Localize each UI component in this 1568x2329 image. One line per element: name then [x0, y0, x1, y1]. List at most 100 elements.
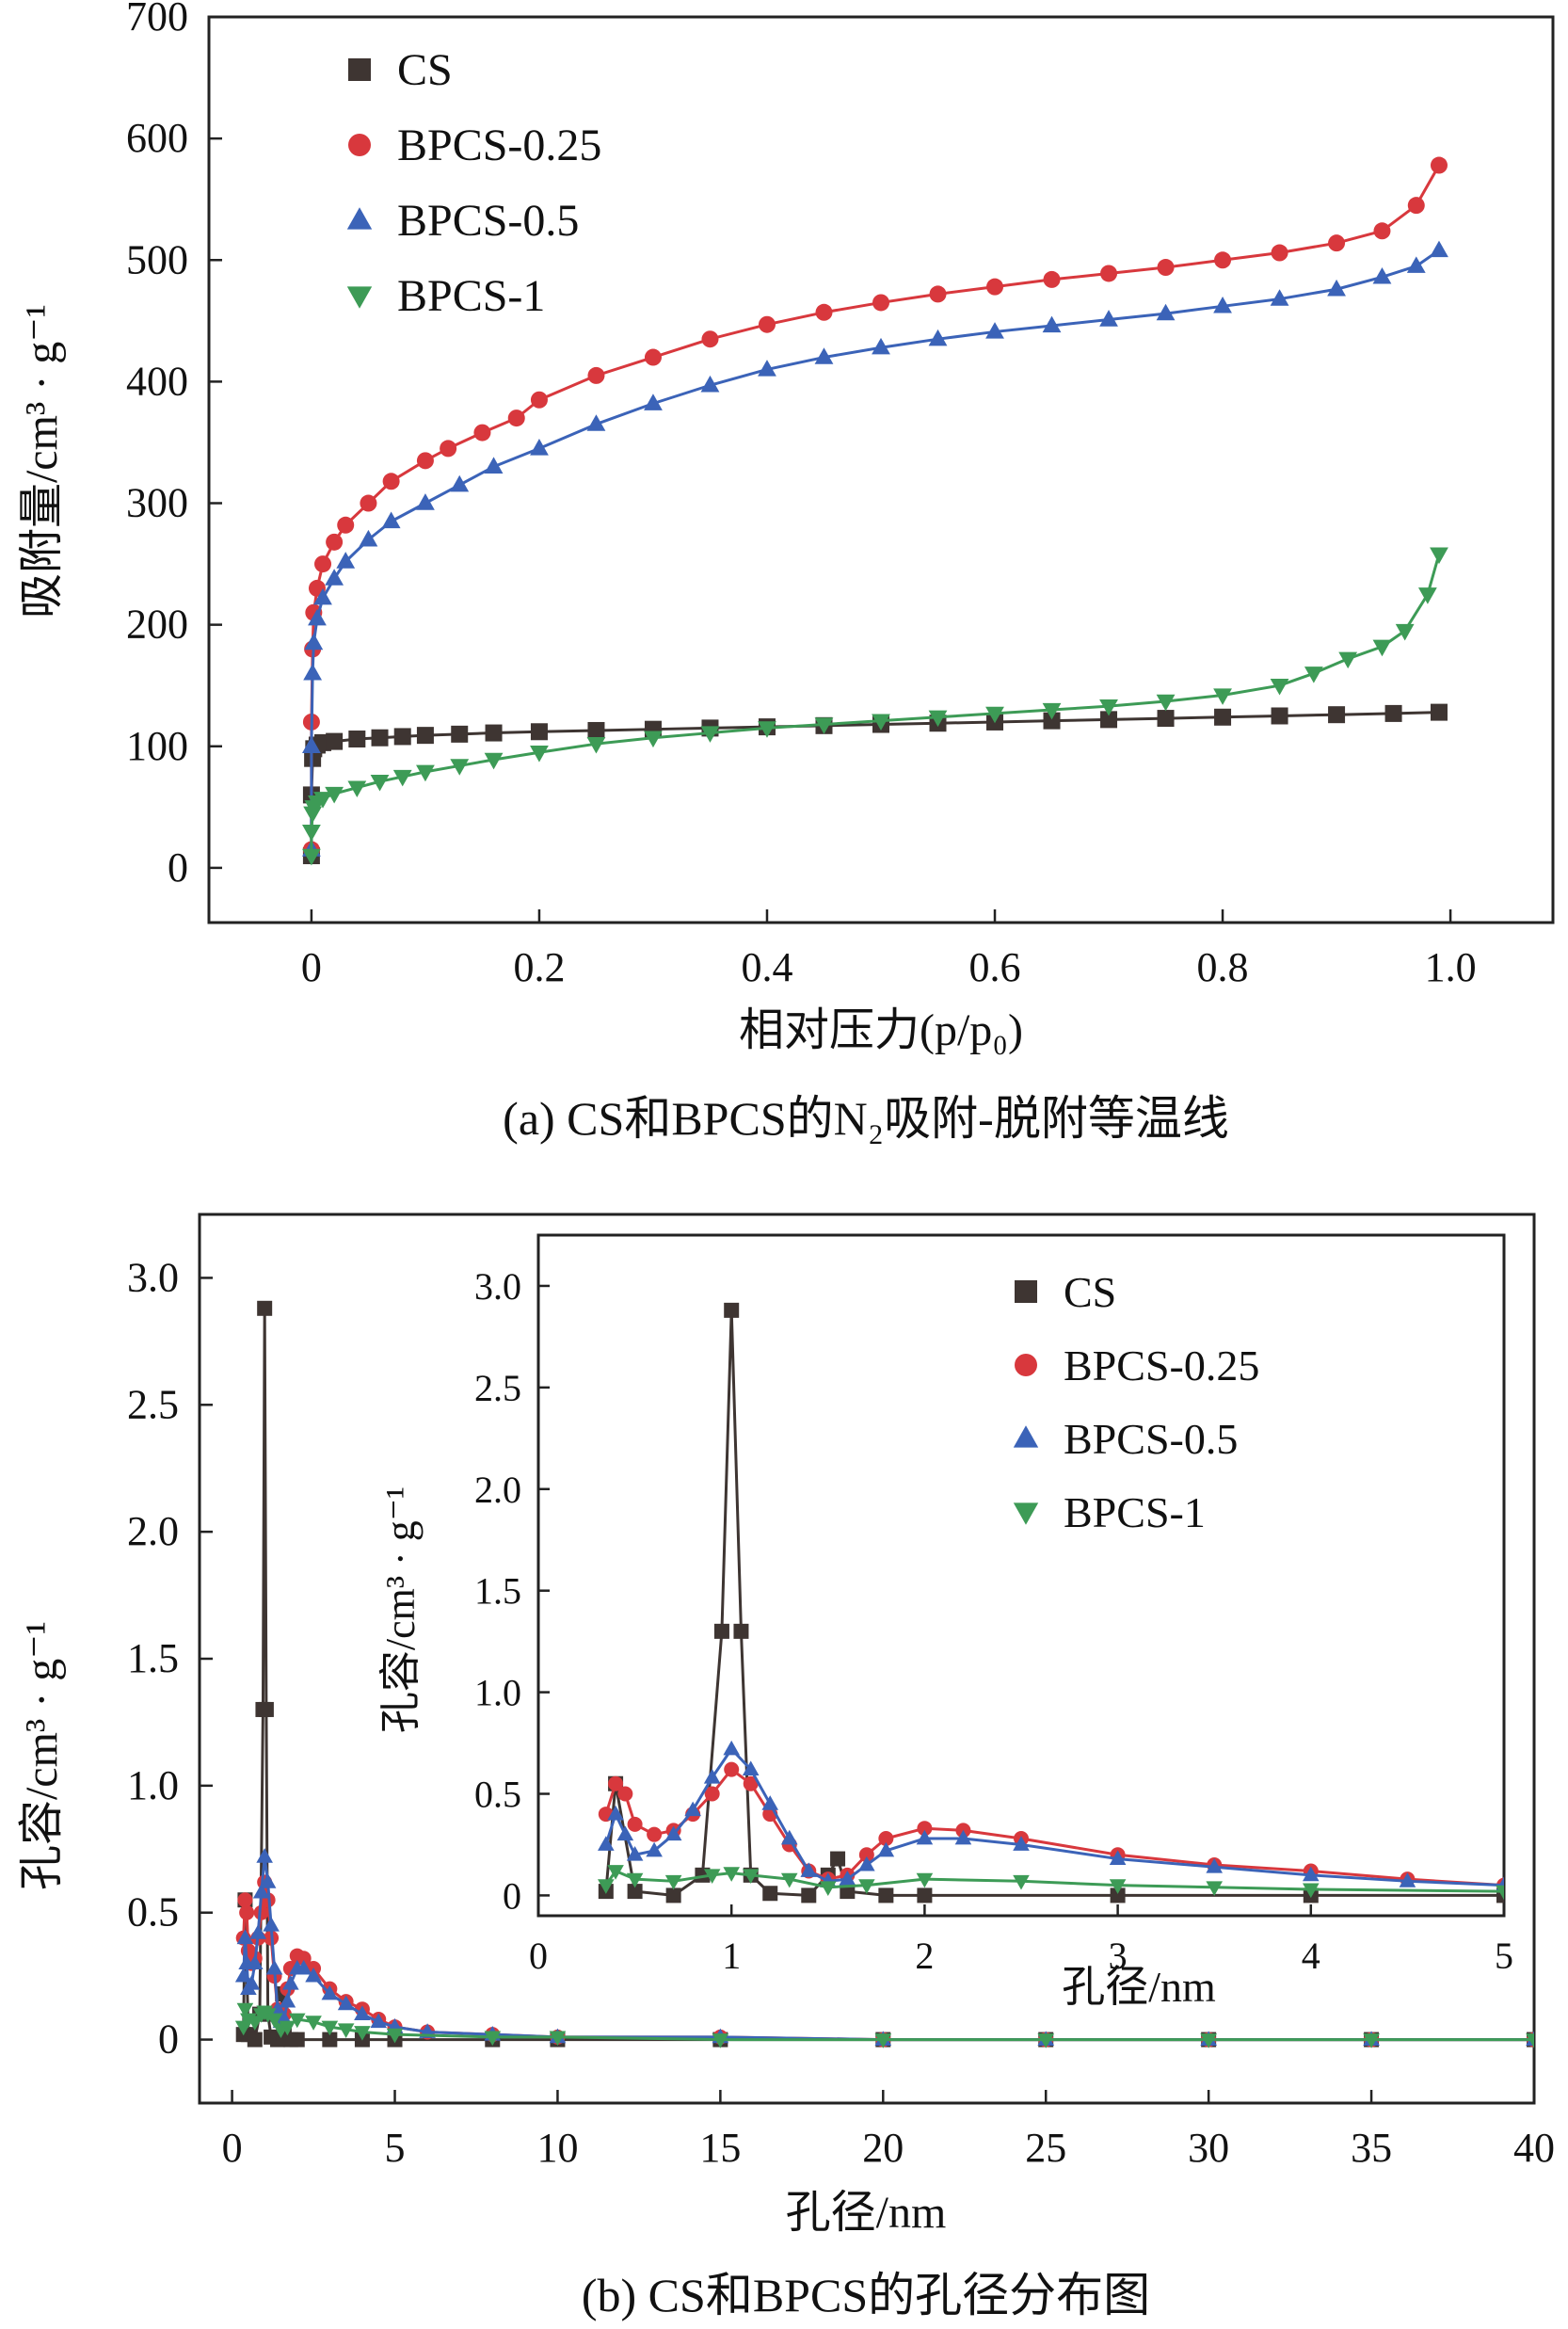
inset-x-tick-label: 3 — [1109, 1935, 1128, 1977]
isotherm-point-bpcs-1 — [392, 769, 412, 787]
isotherm-point-cs — [416, 727, 434, 745]
pore-point-bpcs-0-5 — [282, 1975, 299, 1990]
inset-legend-label-bpcs-0-5: BPCS-0.5 — [1064, 1415, 1238, 1463]
isotherm-point-cs — [485, 724, 503, 742]
inset-point-bpcs-1 — [1303, 1883, 1320, 1899]
isotherm-point-bpcs-0-25 — [1328, 234, 1346, 252]
inset-line-bpcs-1 — [604, 1870, 1504, 1893]
isotherm-point-cs — [1384, 704, 1402, 722]
pore-point-bpcs-0-5 — [295, 1959, 312, 1975]
isotherm-point-bpcs-0-5 — [1270, 289, 1289, 306]
isotherm-point-bpcs-0-5 — [1406, 256, 1426, 273]
isotherm-point-bpcs-0-25 — [701, 330, 719, 348]
isotherm-point-bpcs-0-25 — [314, 555, 332, 573]
pore-point-bpcs-0-5 — [259, 1873, 277, 1888]
pore-x-tick-label: 30 — [1188, 2125, 1229, 2171]
pore-point-bpcs-1 — [321, 2020, 339, 2036]
pore-y-tick-label: 2.0 — [127, 1508, 179, 1554]
inset-point-cs — [724, 1302, 740, 1318]
inset-point-bpcs-0-5 — [954, 1829, 972, 1845]
pore-xlabel: 孔径/nm — [786, 2188, 947, 2238]
isotherm-point-bpcs-1 — [416, 764, 435, 782]
isotherm-point-bpcs-0-25 — [1271, 244, 1288, 262]
inset-point-bpcs-0-5 — [598, 1836, 615, 1851]
inset-point-bpcs-0-5 — [616, 1825, 634, 1841]
isotherm-point-bpcs-0-25 — [530, 391, 548, 409]
inset-y-tick-label: 0.5 — [474, 1774, 521, 1816]
inset-point-bpcs-1 — [916, 1872, 934, 1888]
pore-point-bpcs-1 — [874, 2033, 892, 2048]
isotherm-point-bpcs-1 — [872, 714, 890, 731]
inset-point-bpcs-0-5 — [664, 1825, 682, 1841]
pore-point-bpcs-1 — [1363, 2033, 1380, 2048]
isotherm-y-tick-label: 700 — [126, 0, 188, 40]
isotherm-point-bpcs-0-25 — [815, 303, 833, 321]
pore-x-tick-label: 25 — [1025, 2125, 1066, 2171]
pore-point-bpcs-1 — [265, 2013, 283, 2029]
isotherm-legend-label-bpcs-1: BPCS-1 — [397, 271, 545, 321]
inset-point-bpcs-0-5 — [626, 1846, 644, 1861]
isotherm-point-bpcs-0-25 — [337, 516, 355, 534]
isotherm-y-tick-label: 200 — [126, 602, 188, 648]
isotherm-point-bpcs-1 — [1304, 667, 1323, 683]
pore-caption: (b) CS和BPCS的孔径分布图 — [582, 2269, 1150, 2321]
inset-point-bpcs-0-5 — [684, 1801, 701, 1817]
isotherm-point-bpcs-1 — [1042, 702, 1062, 720]
isotherm-y-tick-label: 400 — [126, 358, 188, 404]
inset-point-bpcs-1 — [1206, 1881, 1223, 1896]
isotherm-point-bpcs-0-5 — [1430, 240, 1448, 258]
isotherm-point-bpcs-0-25 — [1100, 265, 1118, 282]
pore-y-tick-label: 0 — [158, 2016, 179, 2063]
pore-point-bpcs-1 — [1200, 2033, 1217, 2048]
isotherm-legend-label-bpcs-0-5: BPCS-0.5 — [397, 196, 579, 246]
isotherm-point-bpcs-1 — [1338, 651, 1358, 669]
pore-point-bpcs-0-5 — [243, 1975, 261, 1990]
isotherm-y-tick-label: 600 — [126, 115, 188, 161]
isotherm-point-bpcs-0-25 — [872, 294, 889, 312]
inset-point-bpcs-0-25 — [647, 1826, 663, 1842]
inset-point-bpcs-0-5 — [916, 1829, 934, 1845]
pore-point-bpcs-0-25 — [239, 1904, 255, 1920]
isotherm-y-tick-label: 500 — [126, 236, 188, 282]
inset-point-bpcs-1 — [664, 1874, 682, 1890]
isotherm-x-tick-label: 0.8 — [1197, 944, 1249, 990]
inset-y-tick-label: 0 — [503, 1874, 521, 1917]
pore-point-cs — [289, 2032, 305, 2048]
pore-point-bpcs-0-25 — [237, 1892, 253, 1908]
isotherm-point-bpcs-1 — [450, 759, 470, 776]
pore-x-tick-label: 15 — [699, 2125, 741, 2171]
inset-point-bpcs-0-25 — [743, 1775, 759, 1791]
pore-point-bpcs-0-5 — [337, 1995, 355, 2011]
inset-point-bpcs-1 — [723, 1867, 740, 1882]
pore-y-tick-label: 0.5 — [127, 1889, 179, 1935]
isotherm-point-bpcs-0-5 — [985, 322, 1004, 339]
inset-x-tick-label: 2 — [915, 1935, 934, 1977]
isotherm-point-bpcs-0-25 — [1157, 259, 1175, 277]
isotherm-point-bpcs-0-5 — [313, 587, 332, 605]
isotherm-point-cs — [1100, 711, 1118, 729]
isotherm-frame — [207, 15, 1555, 924]
isotherm-legend-label-cs: CS — [397, 45, 453, 95]
isotherm-point-bpcs-0-5 — [814, 347, 834, 364]
isotherm-point-bpcs-1 — [1430, 547, 1448, 565]
isotherm-point-bpcs-1 — [302, 848, 321, 866]
inset-legend-label-bpcs-1: BPCS-1 — [1064, 1488, 1206, 1536]
inset-point-bpcs-0-5 — [703, 1769, 721, 1784]
inset-point-bpcs-0-25 — [627, 1816, 643, 1832]
isotherm-point-bpcs-1 — [484, 752, 504, 770]
inset-point-cs — [801, 1887, 817, 1903]
inset-legend-label-bpcs-0-25: BPCS-0.25 — [1064, 1341, 1259, 1389]
isotherm-legend-marker-bpcs-0-25 — [348, 134, 371, 156]
inset-point-bpcs-1 — [780, 1872, 798, 1888]
inset-point-bpcs-0-5 — [877, 1841, 895, 1857]
pore-point-bpcs-0-5 — [370, 2013, 388, 2029]
isotherm-point-bpcs-1 — [1417, 587, 1437, 604]
isotherm-point-bpcs-0-25 — [986, 278, 1004, 296]
pore-point-bpcs-1 — [484, 2031, 502, 2047]
isotherm-point-cs — [1430, 703, 1448, 721]
inset-legend-marker-cs — [1015, 1280, 1037, 1303]
isotherm-point-bpcs-0-5 — [303, 663, 323, 681]
pore-point-bpcs-1 — [1526, 2033, 1534, 2048]
isotherm-point-bpcs-1 — [530, 746, 549, 763]
isotherm-point-bpcs-1 — [1156, 694, 1176, 712]
